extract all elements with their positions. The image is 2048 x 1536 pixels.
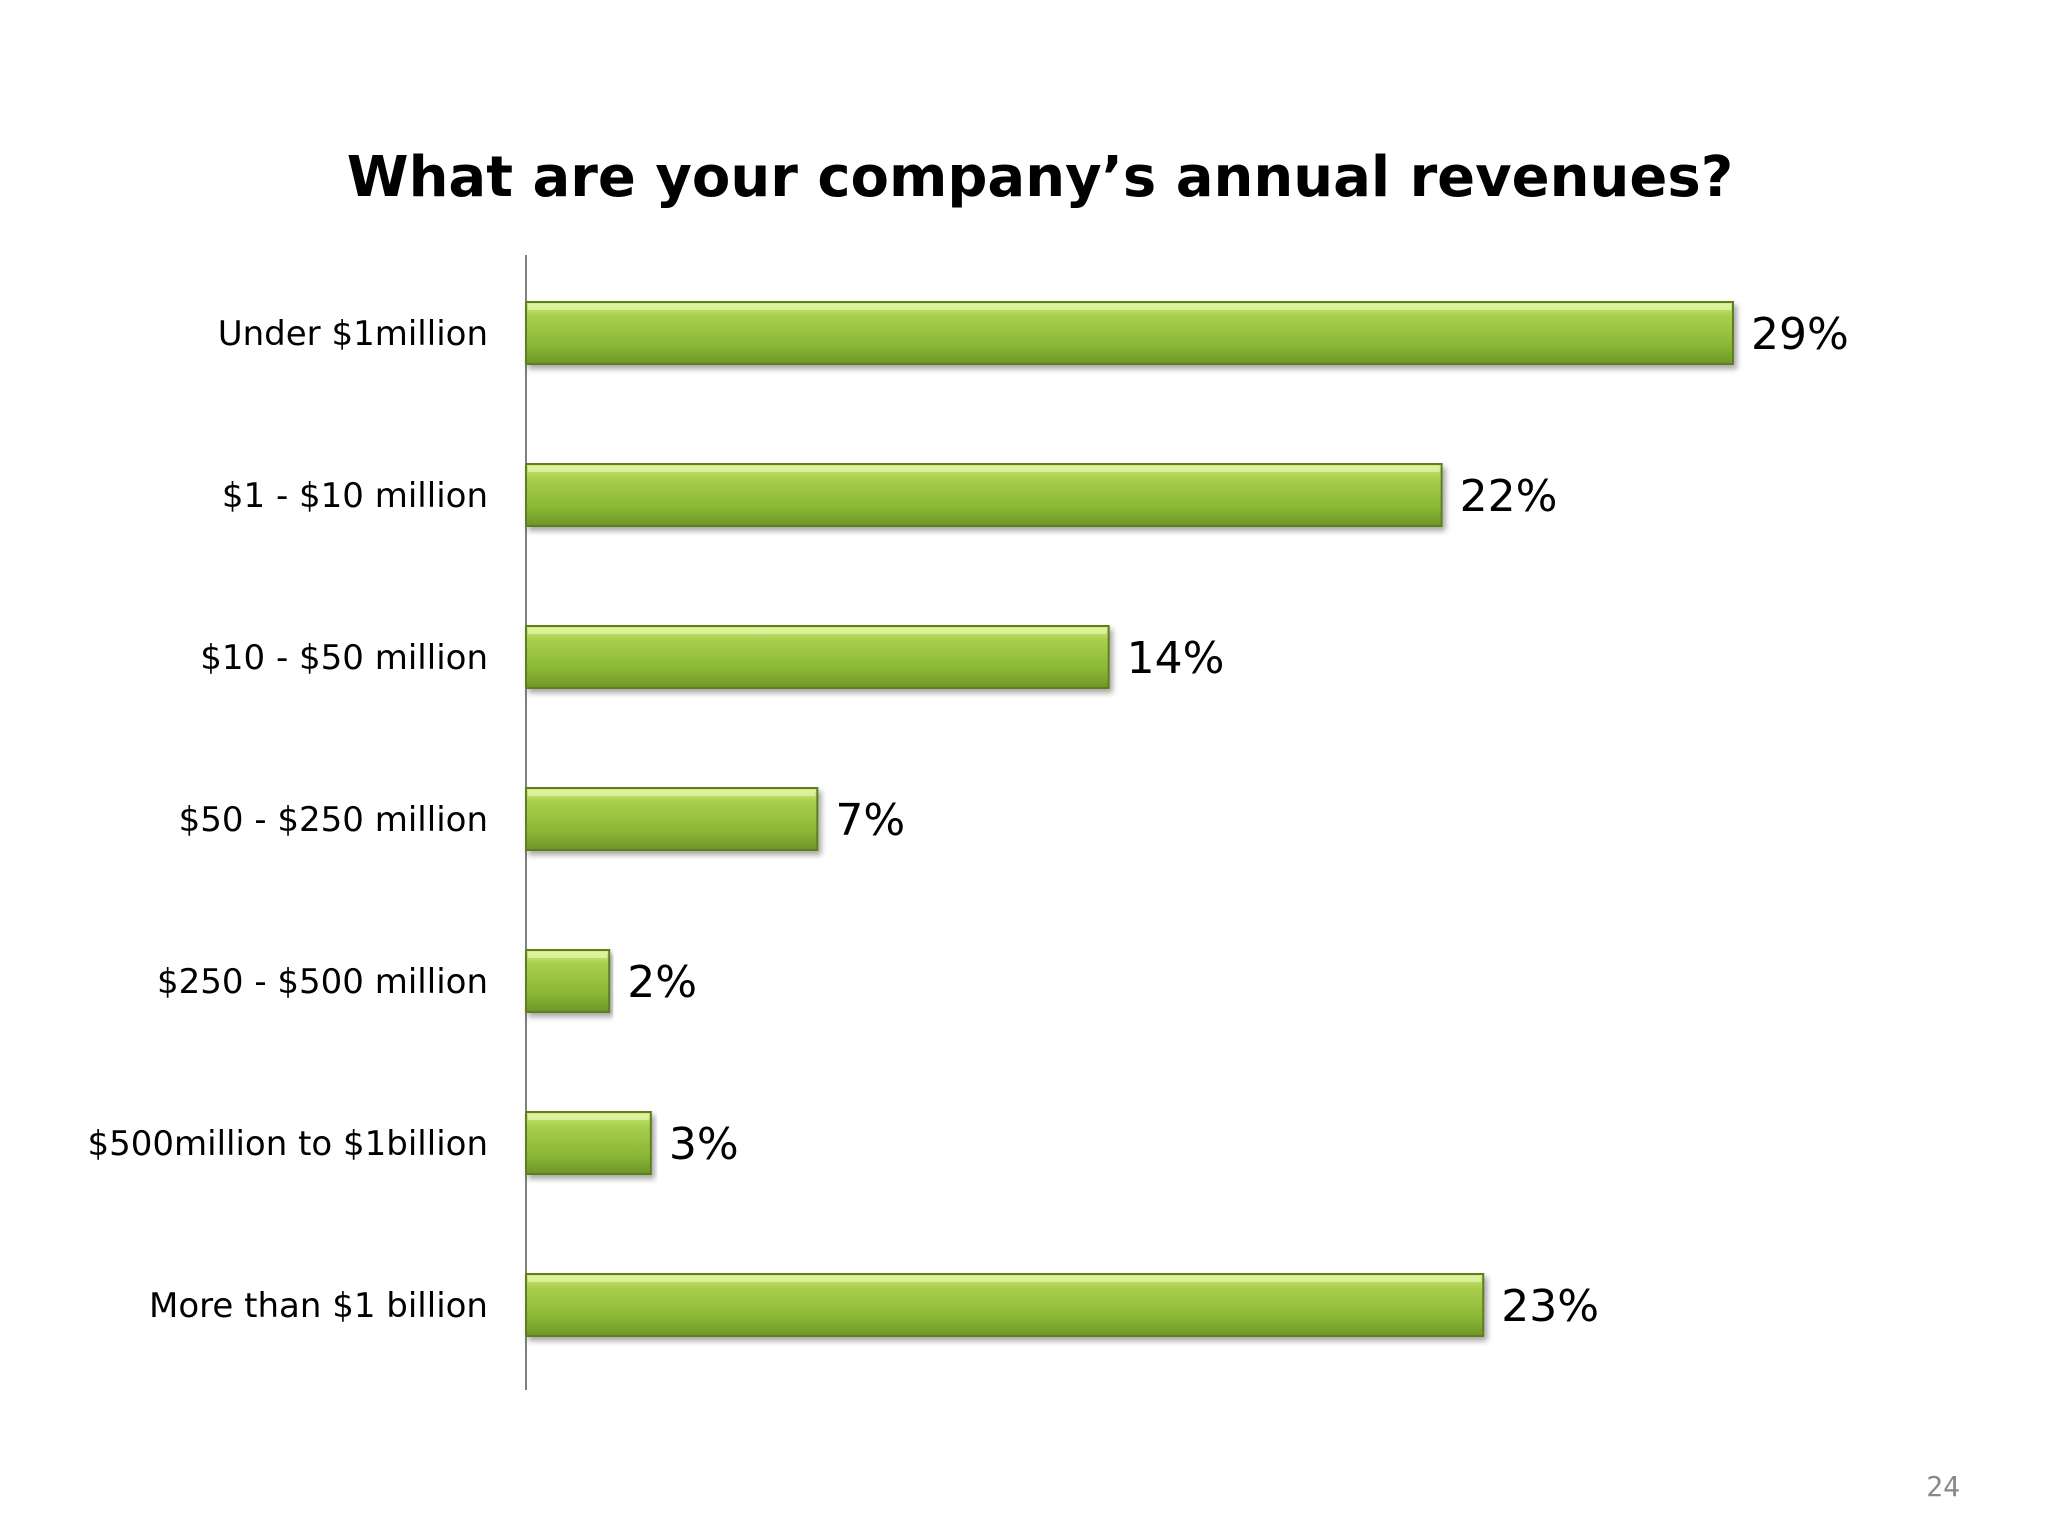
bar <box>525 787 819 851</box>
bar <box>525 1111 652 1175</box>
page-number: 24 <box>1926 1470 1960 1503</box>
bar-highlight <box>528 790 816 796</box>
value-label: 22% <box>1460 471 1558 522</box>
bar <box>525 949 611 1013</box>
category-label: $250 - $500 million <box>157 962 488 1002</box>
category-label: $50 - $250 million <box>179 800 488 840</box>
bar <box>525 301 1734 365</box>
value-label: 23% <box>1501 1281 1599 1332</box>
bar-highlight <box>528 628 1107 634</box>
bar-highlight <box>528 952 608 958</box>
value-label: 14% <box>1127 633 1225 684</box>
bar <box>525 1273 1485 1337</box>
bar-highlight <box>528 1114 649 1120</box>
category-label: $500million to $1billion <box>87 1124 488 1164</box>
bar <box>525 463 1443 527</box>
bar-highlight <box>528 466 1440 472</box>
bar <box>525 625 1110 689</box>
bar-highlight <box>528 1276 1482 1282</box>
category-label: More than $1 billion <box>149 1286 488 1326</box>
value-label: 29% <box>1751 309 1849 360</box>
value-label: 3% <box>669 1119 739 1170</box>
bar-highlight <box>528 304 1731 310</box>
value-label: 7% <box>835 795 905 846</box>
category-label: $1 - $10 million <box>222 476 488 516</box>
category-label: Under $1million <box>218 314 488 354</box>
category-label: $10 - $50 million <box>200 638 488 678</box>
value-label: 2% <box>627 957 697 1008</box>
chart-title: What are your company’s annual revenues? <box>346 145 1734 210</box>
